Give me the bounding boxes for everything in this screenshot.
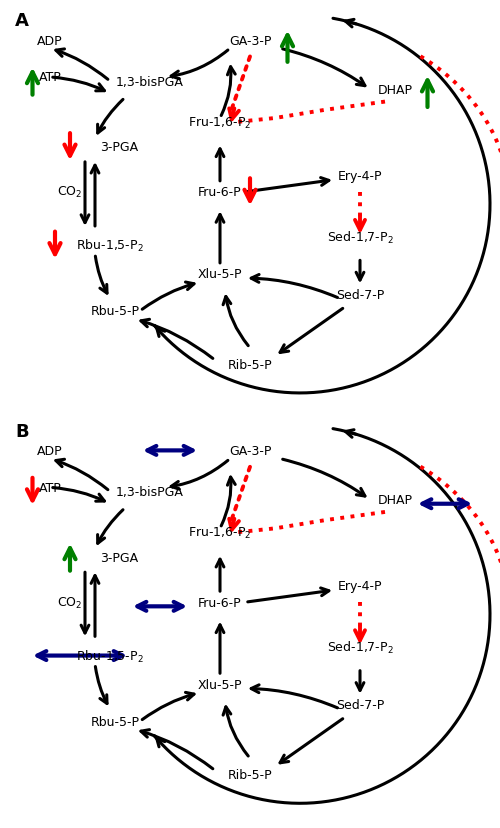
Text: 1,3-bisPGA: 1,3-bisPGA [116,75,184,89]
Text: Fru-6-P: Fru-6-P [198,186,242,199]
Text: Ery-4-P: Ery-4-P [338,580,382,593]
Text: Rbu-5-P: Rbu-5-P [90,305,140,318]
Text: 3-PGA: 3-PGA [100,141,138,154]
Text: Ery-4-P: Ery-4-P [338,170,382,183]
Text: Fru-1,6-P$_2$: Fru-1,6-P$_2$ [188,115,252,131]
Text: Rbu-1,5-P$_2$: Rbu-1,5-P$_2$ [76,238,144,254]
Text: DHAP: DHAP [378,493,412,507]
Text: CO$_2$: CO$_2$ [58,185,82,200]
Text: Xlu-5-P: Xlu-5-P [198,268,242,281]
Text: GA-3-P: GA-3-P [229,445,271,457]
Text: Sed-1,7-P$_2$: Sed-1,7-P$_2$ [326,229,394,246]
Text: Sed-7-P: Sed-7-P [336,289,384,301]
Text: Rbu-1,5-P$_2$: Rbu-1,5-P$_2$ [76,647,144,664]
Text: Xlu-5-P: Xlu-5-P [198,678,242,691]
Text: Rib-5-P: Rib-5-P [228,768,272,781]
Text: ATP: ATP [38,481,62,494]
Text: ADP: ADP [37,35,63,47]
Text: ATP: ATP [38,71,62,84]
Text: Fru-1,6-P$_2$: Fru-1,6-P$_2$ [188,525,252,541]
Text: 3-PGA: 3-PGA [100,551,138,564]
Text: Rib-5-P: Rib-5-P [228,359,272,371]
Text: CO$_2$: CO$_2$ [58,595,82,610]
Text: Fru-6-P: Fru-6-P [198,596,242,609]
Text: GA-3-P: GA-3-P [229,35,271,47]
Text: Rbu-5-P: Rbu-5-P [90,715,140,728]
Text: Sed-7-P: Sed-7-P [336,699,384,711]
Text: A: A [15,12,29,31]
Text: ADP: ADP [37,445,63,457]
Text: B: B [15,422,28,440]
Text: 1,3-bisPGA: 1,3-bisPGA [116,485,184,498]
Text: Sed-1,7-P$_2$: Sed-1,7-P$_2$ [326,639,394,656]
Text: DHAP: DHAP [378,84,412,97]
